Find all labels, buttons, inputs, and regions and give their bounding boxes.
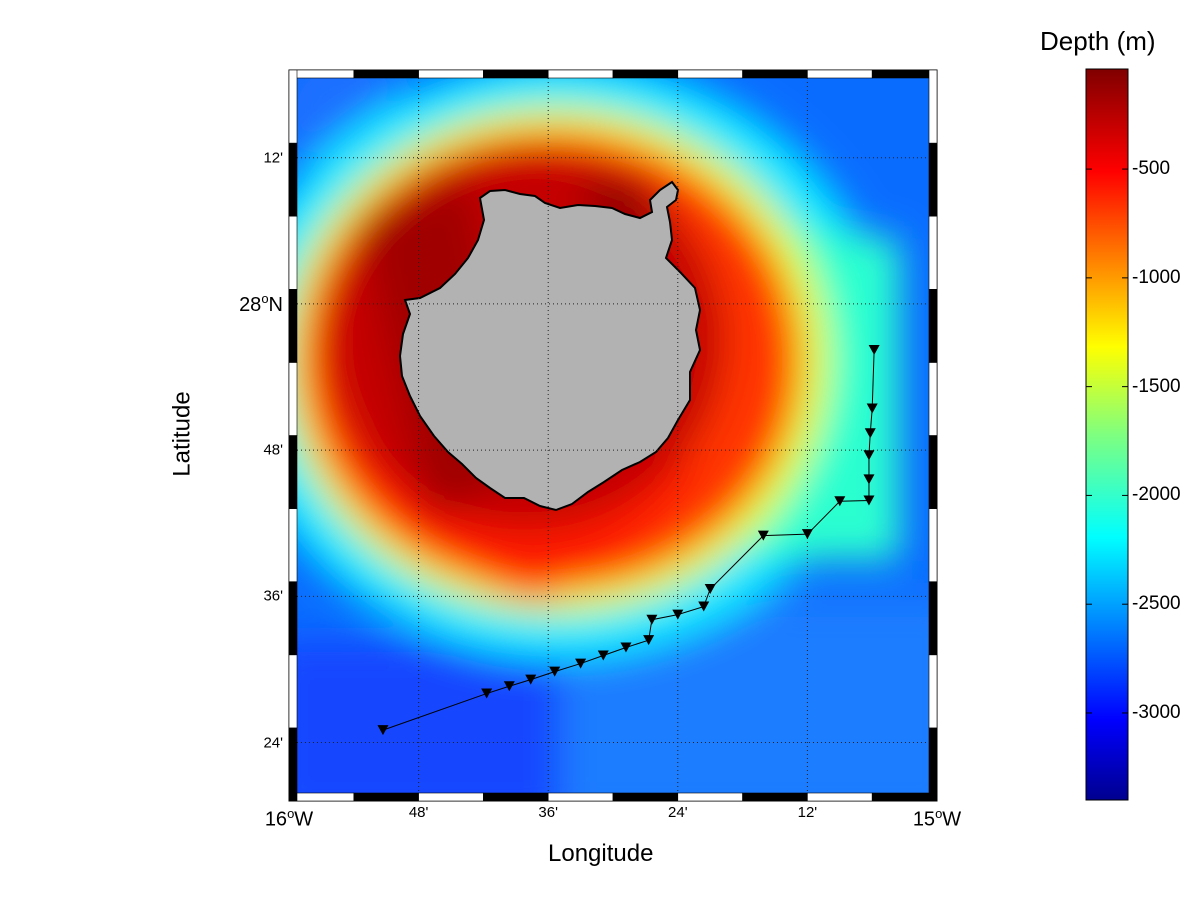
longitude-tick-label: 48' (409, 804, 429, 821)
frame-block (929, 436, 937, 509)
frame-block (289, 70, 297, 143)
frame-block (678, 793, 743, 801)
frame-block (872, 793, 937, 801)
frame-block (289, 655, 297, 728)
frame-block (929, 289, 937, 362)
frame-block (613, 70, 678, 78)
colorbar-tick-label: -1500 (1132, 376, 1181, 398)
latitude-tick-label: 28oN (239, 291, 283, 317)
longitude-tick-label: 15oW (913, 806, 961, 832)
frame-block (807, 70, 872, 78)
frame-block (483, 70, 548, 78)
colorbar-title: Depth (m) (1040, 26, 1156, 57)
frame-block (354, 70, 419, 78)
longitude-tick-label: 16oW (265, 806, 313, 832)
frame-block (678, 70, 743, 78)
y-axis-title: Latitude (169, 391, 197, 476)
frame-block (289, 509, 297, 582)
frame-block (548, 70, 613, 78)
frame-block (289, 216, 297, 289)
frame-block (289, 436, 297, 509)
latitude-tick-label: 36' (263, 588, 283, 605)
colorbar-tick-label: -3000 (1132, 702, 1181, 724)
frame-block (743, 70, 808, 78)
longitude-tick-label: 12' (798, 804, 818, 821)
frame-block (929, 70, 937, 143)
frame-block (289, 289, 297, 362)
frame-block (289, 362, 297, 435)
frame-block (929, 655, 937, 728)
frame-block (929, 143, 937, 216)
frame-block (354, 793, 419, 801)
depth-colorbar (1086, 69, 1128, 800)
frame-block (289, 70, 354, 78)
frame-block (929, 509, 937, 582)
frame-block (929, 728, 937, 801)
latitude-tick-label: 24' (263, 734, 283, 751)
x-axis-title: Longitude (548, 840, 653, 868)
latitude-tick-label: 12' (263, 149, 283, 166)
frame-block (483, 793, 548, 801)
frame-block (807, 793, 872, 801)
frame-block (548, 793, 613, 801)
longitude-tick-label: 36' (538, 804, 558, 821)
frame-block (743, 793, 808, 801)
frame-block (289, 143, 297, 216)
frame-block (929, 216, 937, 289)
colorbar-tick-label: -2000 (1132, 484, 1181, 506)
frame-block (929, 362, 937, 435)
colorbar-tick-label: -1000 (1132, 267, 1181, 289)
frame-block (289, 582, 297, 655)
frame-block (613, 793, 678, 801)
colorbar-tick-label: -500 (1132, 158, 1170, 180)
frame-block (872, 70, 937, 78)
frame-block (419, 70, 484, 78)
frame-block (289, 793, 354, 801)
longitude-tick-label: 24' (668, 804, 688, 821)
frame-block (419, 793, 484, 801)
frame-block (289, 728, 297, 801)
frame-block (929, 582, 937, 655)
colorbar-tick-label: -2500 (1132, 593, 1181, 615)
latitude-tick-label: 48' (263, 442, 283, 459)
